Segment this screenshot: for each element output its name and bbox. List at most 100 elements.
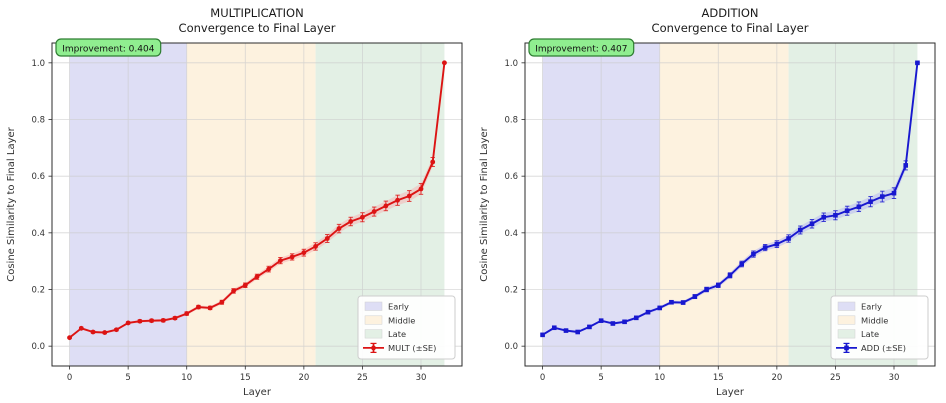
legend-label-late: Late — [388, 329, 406, 339]
y-tick-label: 0.0 — [504, 342, 518, 352]
data-point — [891, 190, 897, 196]
data-point — [207, 305, 213, 311]
data-point — [551, 325, 557, 331]
x-tick-label: 15 — [713, 373, 724, 383]
data-point — [114, 327, 119, 333]
legend-swatch-late — [837, 329, 856, 339]
y-tick-label: 0.2 — [504, 286, 518, 296]
legend-series-glyph — [363, 342, 384, 353]
chart-subtitle: Convergence to Final Layer — [652, 21, 809, 35]
legend — [830, 295, 929, 360]
data-point — [395, 197, 400, 203]
data-point — [137, 318, 143, 324]
data-point — [915, 60, 920, 66]
y-tick-label: 0.4 — [504, 229, 518, 239]
data-point — [242, 282, 248, 288]
x-axis-label: Layer — [243, 387, 272, 398]
x-tick-label: 20 — [298, 373, 309, 383]
data-point — [692, 294, 698, 299]
x-tick-label: 25 — [357, 373, 368, 383]
data-point — [442, 60, 447, 66]
data-point — [278, 258, 283, 263]
data-point — [751, 251, 756, 257]
chart-subtitle: Convergence to Final Layer — [179, 21, 336, 35]
data-point — [266, 266, 272, 272]
x-tick-label: 20 — [771, 373, 782, 383]
data-point — [348, 219, 354, 224]
data-point — [313, 244, 318, 249]
region-middle — [659, 43, 789, 366]
data-point — [903, 163, 909, 168]
y-axis-label: Cosine Similarity to Final Layer — [6, 126, 17, 281]
y-tick-label: 0.6 — [504, 172, 518, 182]
y-tick-label: 0.4 — [31, 229, 45, 239]
plot-border — [524, 42, 936, 367]
x-tick-label: 25 — [830, 373, 841, 383]
data-point — [587, 324, 592, 330]
data-point — [102, 330, 108, 335]
data-point — [184, 311, 190, 316]
legend-swatch-late — [364, 329, 383, 339]
legend-label-middle: Middle — [861, 315, 888, 325]
axis-ticks — [48, 62, 422, 370]
data-point — [383, 203, 389, 209]
y-tick-label: 0.2 — [31, 286, 45, 296]
y-tick-label: 0.0 — [31, 342, 45, 352]
improvement-badge-label: Improvement: 0.404 — [62, 45, 154, 55]
data-point — [774, 241, 780, 247]
x-tick-label: 30 — [889, 373, 900, 383]
legend-label-series: ADD (±SE) — [861, 343, 906, 353]
data-point — [809, 221, 815, 227]
data-point — [219, 299, 225, 305]
data-points — [67, 60, 447, 341]
improvement-badge — [528, 38, 635, 57]
data-points — [540, 60, 920, 338]
data-point — [125, 320, 131, 326]
data-point — [762, 245, 768, 250]
legend-label-early: Early — [861, 302, 882, 312]
data-point — [669, 299, 674, 305]
legend-series-marker — [371, 345, 376, 351]
y-axis-label: Cosine Similarity to Final Layer — [479, 126, 490, 281]
improvement-badge — [55, 38, 162, 57]
legend-series-glyph — [836, 342, 857, 353]
data-point — [289, 254, 295, 260]
data-point — [406, 193, 412, 199]
data-point — [172, 315, 178, 321]
x-tick-label: 5 — [125, 373, 130, 383]
x-tick-label: 10 — [181, 373, 192, 383]
data-point — [739, 261, 745, 267]
data-point — [645, 309, 651, 315]
data-point — [704, 287, 709, 292]
data-point — [67, 335, 72, 341]
y-tick-label: 0.8 — [504, 116, 518, 126]
legend-swatch-early — [837, 301, 856, 311]
legend — [357, 295, 456, 360]
data-point — [797, 227, 803, 233]
data-point — [78, 325, 84, 331]
data-point — [610, 321, 616, 326]
data-point — [879, 194, 885, 199]
chart-canvas-multiplication: 0 5 10 15 20 25 30 0.0 0.2 0.4 0.6 0.8 1.0 MULTIPLICA… — [6, 6, 463, 398]
chart-title: ADDITION — [701, 6, 758, 20]
data-point — [324, 236, 330, 241]
data-point — [715, 282, 721, 288]
legend-label-late: Late — [861, 329, 879, 339]
data-point — [149, 318, 154, 324]
legend-label-middle: Middle — [388, 315, 415, 325]
data-point — [231, 288, 236, 294]
y-tick-label: 1.0 — [31, 59, 45, 69]
data-point — [563, 328, 569, 333]
data-point — [430, 159, 436, 165]
data-point — [786, 236, 791, 241]
chart-panel-addition: 0 5 10 15 20 25 30 0.0 0.2 0.4 0.6 0.8 1.0 ADDITION Co… — [473, 0, 946, 403]
x-tick-label: 0 — [540, 373, 545, 383]
data-point — [254, 274, 260, 280]
x-axis-label: Layer — [716, 387, 745, 398]
x-tick-label: 0 — [67, 373, 72, 383]
data-point — [301, 250, 307, 256]
plot-border — [51, 42, 463, 367]
data-point — [336, 226, 342, 231]
data-point — [90, 329, 96, 335]
